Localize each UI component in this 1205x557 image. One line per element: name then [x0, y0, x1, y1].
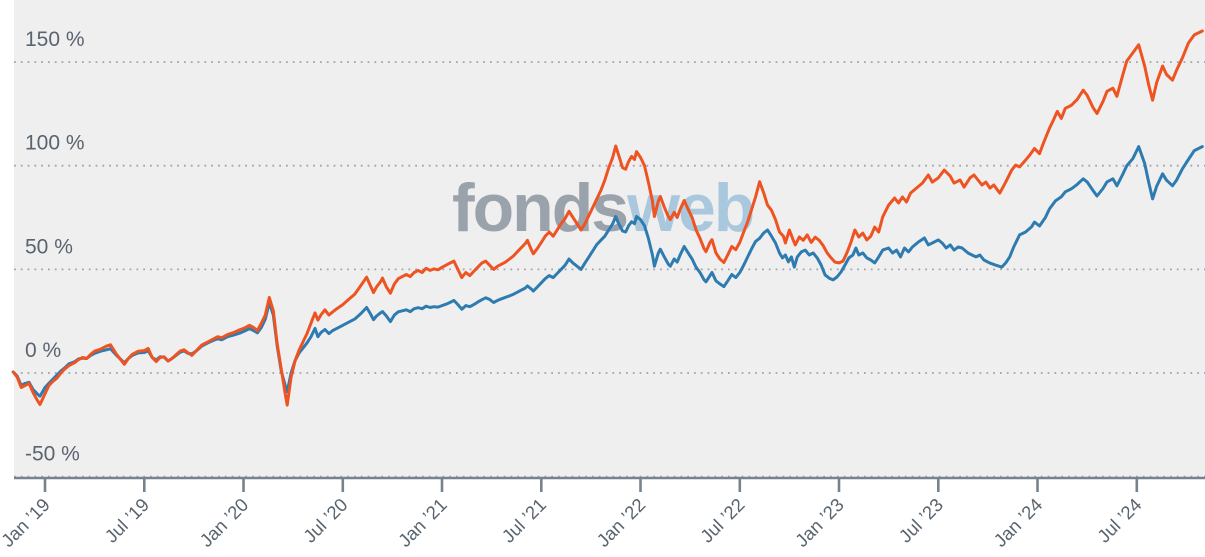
x-axis-label: Jul ’23	[894, 494, 947, 547]
y-axis-label: 100 %	[25, 132, 85, 155]
x-axis-label: Jan ’20	[195, 494, 252, 551]
watermark-fonds-text: fonds	[452, 170, 627, 246]
x-axis-label: Jan ’23	[791, 494, 848, 551]
y-axis-label: 0 %	[25, 339, 61, 362]
plot-area[interactable]	[14, 0, 1205, 478]
x-axis-label: Jan ’21	[394, 494, 451, 551]
x-axis-label: Jan ’19	[0, 494, 54, 551]
x-axis-label: Jul ’20	[299, 494, 352, 547]
watermark-web-text: web	[626, 170, 753, 246]
x-axis-label: Jul ’22	[696, 494, 749, 547]
x-axis-label: Jul ’19	[100, 494, 153, 547]
x-axis-label: Jan ’24	[989, 494, 1046, 551]
y-axis-label: 150 %	[25, 28, 85, 51]
blue-series-line[interactable]	[11, 145, 1204, 398]
y-axis-label: -50 %	[25, 443, 80, 466]
x-axis-label: Jul ’24	[1093, 494, 1146, 547]
orange-series-line[interactable]	[11, 29, 1204, 407]
x-axis-label: Jan ’22	[592, 494, 649, 551]
y-axis-label: 50 %	[25, 235, 73, 258]
fondsweb-watermark: fondsweb	[452, 170, 753, 246]
x-axis-label: Jul ’21	[497, 494, 550, 547]
